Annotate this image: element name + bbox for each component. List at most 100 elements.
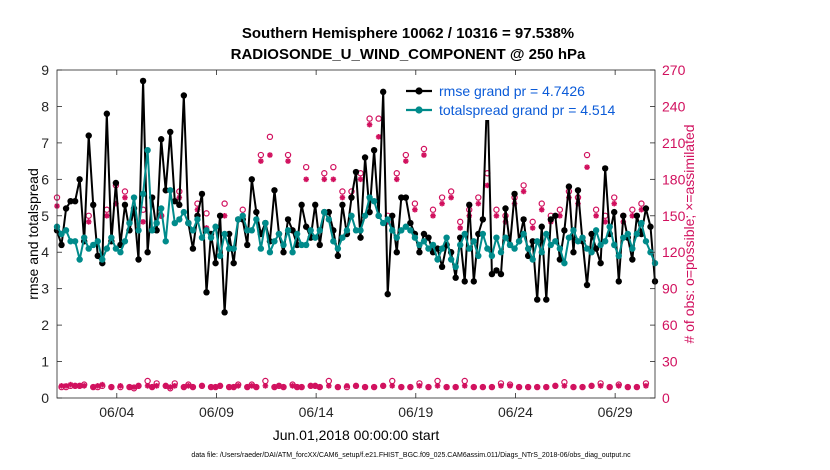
totalspread-point [524, 245, 532, 252]
rmse-point [366, 208, 373, 216]
obs-assimilated-point [149, 384, 155, 390]
rmse-point [534, 296, 541, 303]
rmse-point [144, 249, 151, 256]
y-left-tick-label: 4 [41, 244, 49, 260]
rmse-point [461, 278, 468, 285]
rmse-point [556, 256, 564, 263]
ticks-layer: 06/04 06/09 06/14 06/19 06/24 06/29 0 1 2 3 4 5 6 7 8 9… [41, 62, 685, 420]
obs-assimilated-point [330, 176, 337, 183]
obs-assimilated-point [253, 384, 260, 390]
rmse-point [407, 219, 414, 227]
obs-assimilated-point [108, 384, 115, 390]
obs-assimilated-point [258, 158, 264, 164]
plot-frame [56, 69, 656, 399]
totalspread-point [379, 219, 387, 227]
totalspread-point [407, 227, 414, 234]
obs-assimilated-point [516, 384, 522, 390]
rmse-point [543, 296, 550, 303]
obs-assimilated-point [421, 152, 427, 158]
rmse-point [561, 227, 568, 234]
rmse-point [475, 230, 482, 238]
totalspread-point [153, 219, 160, 227]
rmse-point [488, 270, 496, 278]
obs-possible-point [339, 188, 346, 195]
totalspread-point [103, 245, 111, 252]
rmse-point [416, 249, 423, 256]
totalspread-point [597, 241, 604, 249]
y-right-tick-label: 180 [662, 171, 686, 187]
rmse-point [547, 216, 555, 223]
y-left-tick-label: 7 [41, 135, 49, 151]
rmse-point [339, 201, 346, 209]
obs-possible-point [456, 218, 464, 226]
totalspread-point [475, 252, 482, 260]
totalspread-point [198, 234, 206, 241]
obs-possible-point [321, 170, 328, 177]
y-right-tick-label: 30 [662, 354, 678, 370]
totalspread-point [235, 216, 242, 223]
totalspread-point [375, 212, 382, 219]
totalspread-point [633, 230, 641, 238]
x-tick-label: 06/19 [398, 404, 433, 420]
obs-assimilated-point [298, 384, 305, 390]
totalspread-point [447, 256, 455, 263]
totalspread-point [484, 245, 491, 252]
obs-possible-point [583, 151, 591, 159]
obs-assimilated-point [543, 384, 550, 390]
rmse-point [271, 187, 278, 194]
obs-assimilated-point [312, 383, 319, 389]
rmse-point [135, 256, 142, 263]
totalspread-point [389, 227, 396, 234]
y-right-tick-label: 210 [662, 135, 686, 151]
rmse-point [529, 238, 536, 245]
obs-assimilated-point [643, 383, 649, 389]
totalspread-point [620, 234, 627, 241]
x-tick-label: 06/29 [598, 404, 633, 420]
obs-assimilated-point [230, 384, 237, 390]
obs-assimilated-point [393, 176, 400, 183]
rmse-point [103, 110, 111, 117]
totalspread-point [411, 234, 419, 241]
totalspread-point [384, 216, 391, 223]
totalspread-point [438, 245, 446, 252]
obs-assimilated-point [126, 384, 133, 390]
obs-assimilated-point [140, 219, 146, 225]
obs-assimilated-point [615, 383, 622, 389]
obs-assimilated-point [475, 200, 482, 207]
obs-assimilated-point [597, 383, 604, 389]
obs-assimilated-point [262, 383, 269, 389]
obs-assimilated-point [267, 152, 273, 158]
totalspread-point [194, 216, 201, 223]
rmse-point [348, 194, 355, 201]
rmse-point [565, 183, 573, 190]
rmse-point [189, 245, 197, 252]
totalspread-point [189, 227, 197, 234]
rmse-point [379, 88, 387, 96]
x-tick-label: 06/14 [299, 404, 334, 420]
rmse-point [393, 249, 400, 256]
totalspread-point [312, 234, 319, 241]
obs-assimilated-point [461, 383, 468, 389]
totalspread-point [611, 241, 618, 249]
obs-assimilated-point [557, 212, 563, 219]
obs-assimilated-point [561, 383, 568, 389]
obs-assimilated-point [525, 384, 531, 390]
obs-assimilated-point [181, 384, 187, 390]
y-left-tick-label: 0 [41, 390, 49, 406]
rmse-point [162, 187, 169, 194]
obs-assimilated-point [407, 384, 414, 390]
totalspread-point [343, 227, 351, 234]
x-axis-label: Jun.01,2018 00:00:00 start [273, 427, 440, 443]
obs-assimilated-point [144, 383, 151, 389]
totalspread-point [117, 249, 124, 256]
rmse-point [452, 274, 459, 281]
totalspread-point [139, 190, 147, 198]
obs-possible-point [529, 218, 536, 226]
obs-possible-point [429, 206, 437, 213]
totalspread-point [99, 256, 106, 263]
totalspread-point [520, 230, 527, 238]
rmse-point [493, 267, 500, 274]
rmse-point [216, 212, 224, 219]
obs-possible-point [592, 206, 600, 213]
rmse-point [90, 201, 97, 209]
